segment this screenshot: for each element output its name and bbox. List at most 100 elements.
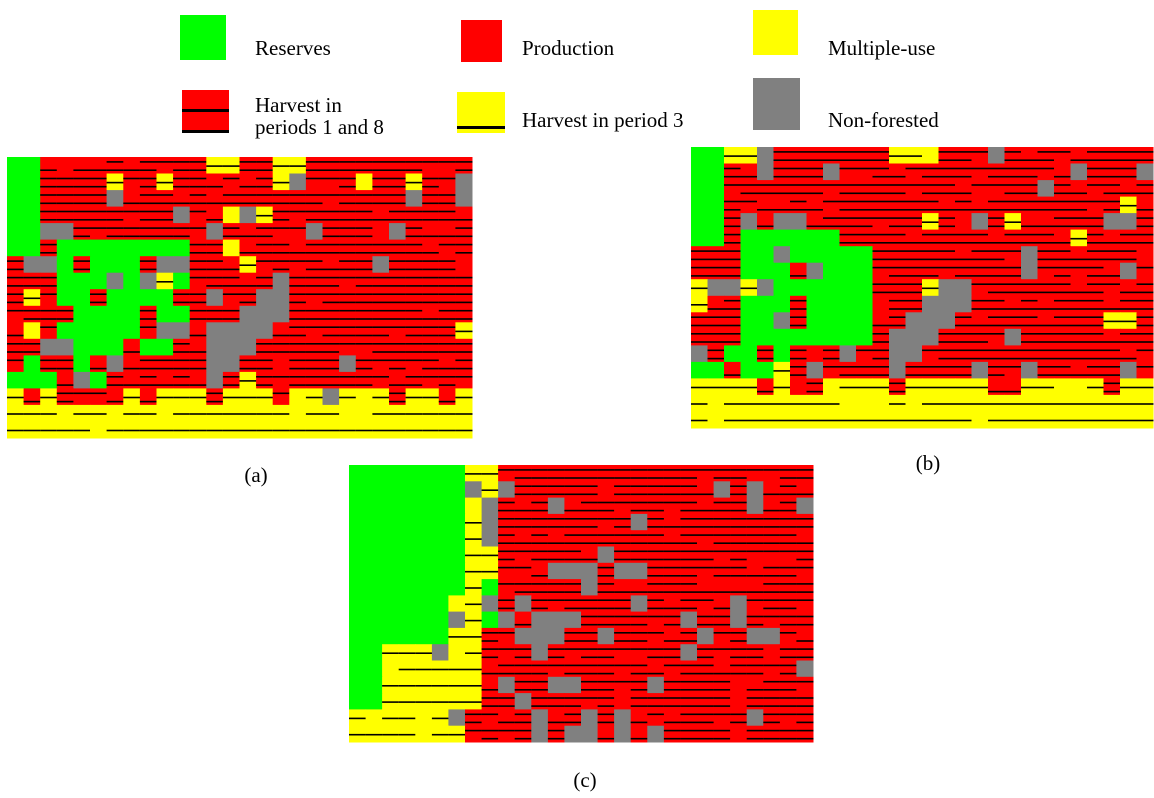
harvest-line — [273, 393, 290, 395]
cell — [140, 174, 157, 191]
harvest-line — [349, 718, 366, 720]
cell — [614, 498, 631, 515]
cell — [455, 355, 472, 372]
harvest-line — [1104, 391, 1121, 393]
harvest-line — [647, 657, 664, 659]
harvest-line — [7, 343, 24, 345]
cell — [697, 661, 714, 678]
harvest-line — [664, 648, 681, 650]
cell — [482, 661, 499, 678]
cell — [399, 465, 416, 482]
harvest-line — [422, 269, 439, 271]
harvest-line — [256, 252, 273, 254]
harvest-line — [1054, 316, 1071, 318]
harvest-line — [190, 430, 207, 432]
harvest-line — [780, 502, 797, 504]
cell — [730, 709, 747, 726]
harvest-line — [339, 169, 356, 171]
cell — [482, 612, 499, 629]
harvest-line — [631, 681, 648, 683]
cell — [939, 246, 956, 263]
harvest-line — [57, 401, 74, 403]
cell — [856, 296, 873, 313]
cell — [889, 279, 906, 296]
harvest-line — [939, 234, 956, 236]
cell — [780, 661, 797, 678]
cell — [223, 322, 240, 339]
harvest-line — [922, 176, 939, 178]
cell — [988, 378, 1005, 395]
harvest-line — [790, 176, 807, 178]
harvest-line — [57, 430, 74, 432]
harvest-line — [40, 310, 57, 312]
harvest-line — [515, 722, 532, 724]
harvest-line — [807, 184, 824, 186]
harvest-line — [1005, 250, 1022, 252]
cell — [1120, 246, 1137, 263]
harvest-line — [708, 275, 725, 277]
harvest-line — [482, 632, 499, 634]
harvest-line — [906, 292, 923, 294]
cell — [680, 644, 697, 661]
harvest-line — [697, 730, 714, 732]
harvest-line — [730, 551, 747, 553]
harvest-line — [1021, 300, 1038, 302]
harvest-line — [406, 351, 423, 353]
harvest-line — [1005, 209, 1022, 211]
cell — [448, 514, 465, 531]
harvest-line — [24, 298, 41, 300]
harvest-line — [823, 217, 840, 219]
cell — [988, 312, 1005, 329]
cell — [697, 693, 714, 710]
cell — [922, 197, 939, 214]
cell — [780, 579, 797, 596]
harvest-line — [57, 211, 74, 213]
cell — [190, 240, 207, 257]
harvest-line — [323, 219, 340, 221]
harvest-line — [564, 583, 581, 585]
harvest-line — [465, 652, 482, 654]
harvest-line — [389, 384, 406, 386]
cell — [372, 174, 389, 191]
harvest-line — [581, 665, 598, 667]
harvest-line — [823, 159, 840, 161]
harvest-line — [581, 657, 598, 659]
harvest-line — [714, 632, 731, 634]
harvest-line — [790, 151, 807, 153]
cell — [455, 190, 472, 207]
harvest-line — [40, 244, 57, 246]
cell — [273, 207, 290, 224]
cell — [796, 628, 813, 645]
cell — [1087, 345, 1104, 362]
harvest-line — [1104, 366, 1121, 368]
cell — [1054, 180, 1071, 197]
cell — [548, 644, 565, 661]
cell — [631, 628, 648, 645]
cell — [90, 422, 107, 439]
cell — [856, 164, 873, 181]
harvest-line — [1087, 283, 1104, 285]
harvest-line — [306, 343, 323, 345]
cell — [382, 563, 399, 580]
cell — [548, 465, 565, 482]
cell — [256, 306, 273, 323]
cell — [531, 595, 548, 612]
harvest-line — [906, 242, 923, 244]
harvest-line — [40, 178, 57, 180]
cell — [306, 223, 323, 240]
cell — [730, 595, 747, 612]
harvest-line — [780, 648, 797, 650]
harvest-line — [306, 293, 323, 295]
harvest-line — [697, 526, 714, 528]
panel-label: (c) — [573, 768, 596, 792]
harvest-line — [906, 275, 923, 277]
cell — [339, 355, 356, 372]
cell — [724, 197, 741, 214]
harvest-line — [972, 358, 989, 360]
cell — [790, 345, 807, 362]
cell — [724, 296, 741, 313]
harvest-line — [664, 494, 681, 496]
cell — [223, 372, 240, 389]
harvest-line — [939, 193, 956, 195]
harvest-line — [206, 310, 223, 312]
